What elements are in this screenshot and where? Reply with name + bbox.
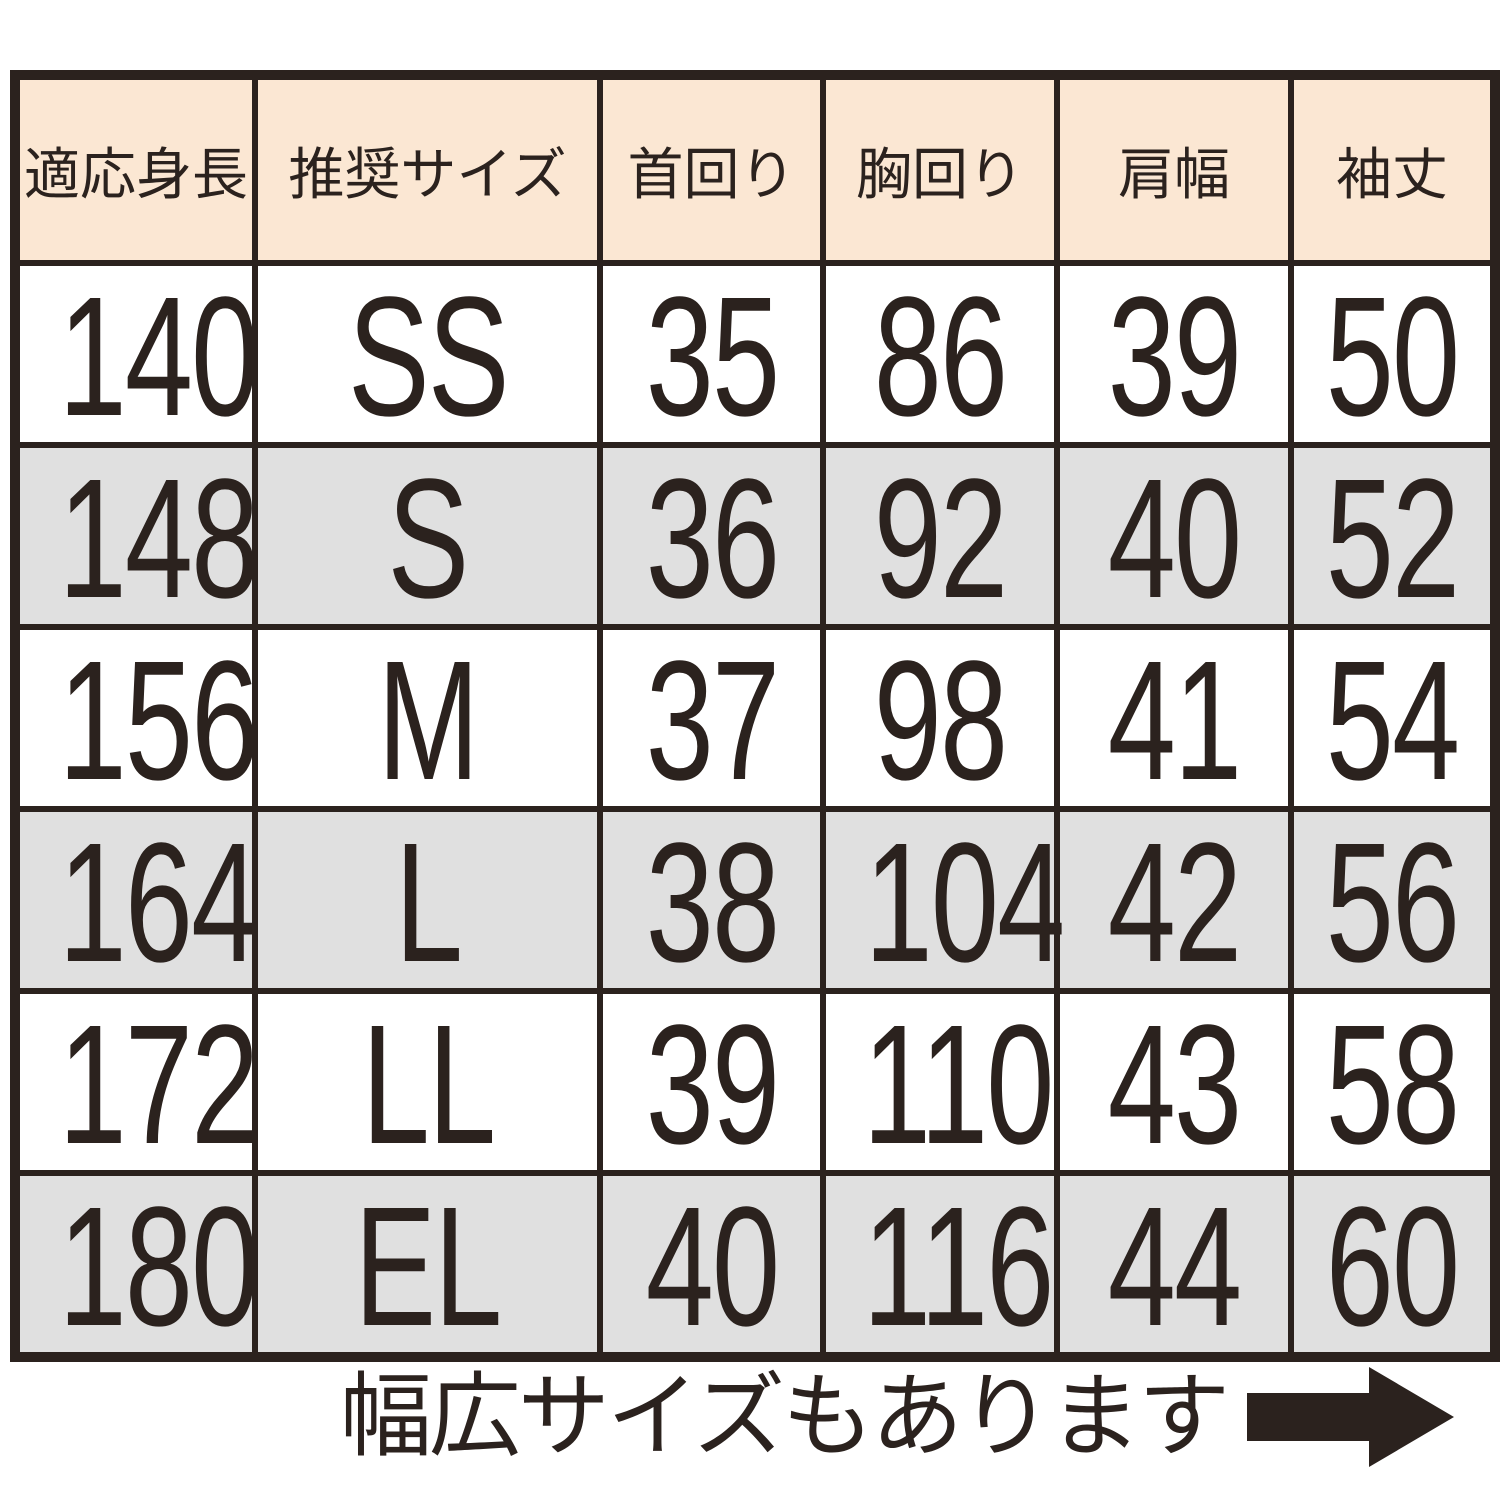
cell-height: 156 — [12, 624, 259, 812]
column-header-neck: 首回り — [597, 72, 826, 266]
cell-shoulder: 42 — [1054, 806, 1294, 994]
cell-sleeve: 52 — [1288, 442, 1498, 630]
table-row-el: 180 EL 40 116 44 60 — [12, 1170, 1498, 1360]
cell-height: 180 — [12, 1170, 259, 1360]
wide-size-note: 幅広サイズもあります — [339, 1366, 1230, 1468]
cell-size: EL — [252, 1170, 603, 1360]
cell-sleeve: 54 — [1288, 624, 1498, 812]
table-row-s: 148 S 36 92 40 52 — [12, 442, 1498, 630]
table-row-ss: 140 SS 35 86 39 50 — [12, 260, 1498, 448]
cell-chest: 92 — [820, 442, 1060, 630]
column-header-chest: 胸回り — [820, 72, 1060, 266]
table-row-m: 156 M 37 98 41 54 — [12, 624, 1498, 812]
cell-height: 148 — [12, 442, 259, 630]
cell-size: LL — [252, 988, 603, 1176]
cell-chest: 104 — [820, 806, 1065, 994]
cell-chest: 86 — [820, 260, 1060, 448]
cell-neck: 35 — [597, 260, 826, 448]
cell-height: 164 — [12, 806, 259, 994]
cell-size: M — [252, 624, 603, 812]
cell-neck: 40 — [597, 1170, 826, 1360]
column-header-height: 適応身長 — [12, 72, 258, 266]
column-header-shoulder: 肩幅 — [1054, 72, 1294, 266]
size-chart-table: 適応身長 推奨サイズ 首回り 胸回り 肩幅 袖丈 140 SS 35 86 39… — [10, 70, 1500, 1362]
column-header-size: 推奨サイズ — [252, 72, 603, 266]
cell-shoulder: 41 — [1054, 624, 1294, 812]
cell-shoulder: 44 — [1054, 1170, 1294, 1360]
cell-height: 140 — [12, 260, 259, 448]
wide-size-note-group: 幅広サイズもあります — [339, 1366, 1455, 1468]
cell-sleeve: 60 — [1288, 1170, 1498, 1360]
column-header-sleeve: 袖丈 — [1288, 72, 1498, 266]
table-row-l: 164 L 38 104 42 56 — [12, 806, 1498, 994]
cell-height: 172 — [12, 988, 259, 1176]
cell-sleeve: 56 — [1288, 806, 1498, 994]
header-row: 適応身長 推奨サイズ 首回り 胸回り 肩幅 袖丈 — [12, 72, 1498, 266]
cell-size: L — [252, 806, 603, 994]
cell-shoulder: 39 — [1054, 260, 1294, 448]
cell-sleeve: 50 — [1288, 260, 1498, 448]
cell-chest: 110 — [820, 988, 1060, 1176]
cell-chest: 116 — [820, 1170, 1060, 1360]
cell-neck: 36 — [597, 442, 826, 630]
cell-size: SS — [252, 260, 603, 448]
cell-neck: 38 — [597, 806, 826, 994]
cell-shoulder: 43 — [1054, 988, 1294, 1176]
cell-shoulder: 40 — [1054, 442, 1294, 630]
cell-sleeve: 58 — [1288, 988, 1498, 1176]
cell-neck: 39 — [597, 988, 826, 1176]
cell-size: S — [252, 442, 603, 630]
cell-chest: 98 — [820, 624, 1060, 812]
right-arrow-icon — [1247, 1367, 1455, 1467]
table-row-ll: 172 LL 39 110 43 58 — [12, 988, 1498, 1176]
cell-neck: 37 — [597, 624, 826, 812]
footer: 幅広サイズもあります — [0, 1352, 1500, 1482]
